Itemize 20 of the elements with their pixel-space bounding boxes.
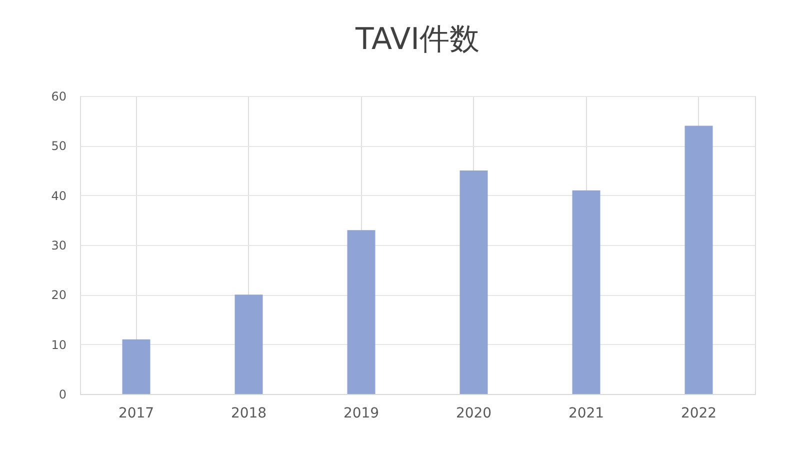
bar xyxy=(347,230,376,394)
y-tick-label: 10 xyxy=(51,338,66,352)
bar xyxy=(234,294,263,394)
x-tick-label: 2017 xyxy=(118,406,154,422)
bar xyxy=(122,339,150,394)
y-tick-label: 30 xyxy=(51,238,66,252)
y-tick-label: 40 xyxy=(51,188,66,203)
chart-title: TAVI件数 xyxy=(354,22,480,57)
y-tick-label: 50 xyxy=(51,139,66,154)
x-tick-label: 2020 xyxy=(456,406,492,422)
x-tick-label: 2018 xyxy=(230,406,267,422)
y-tick-label: 0 xyxy=(58,388,66,402)
y-tick-label: 20 xyxy=(51,288,66,302)
bar xyxy=(572,190,600,394)
x-tick-label: 2021 xyxy=(568,406,604,422)
y-tick-label: 60 xyxy=(51,90,66,104)
x-tick-label: 2022 xyxy=(680,406,717,422)
bar xyxy=(684,126,713,394)
x-tick-label: 2019 xyxy=(343,406,380,422)
bar xyxy=(460,170,488,394)
